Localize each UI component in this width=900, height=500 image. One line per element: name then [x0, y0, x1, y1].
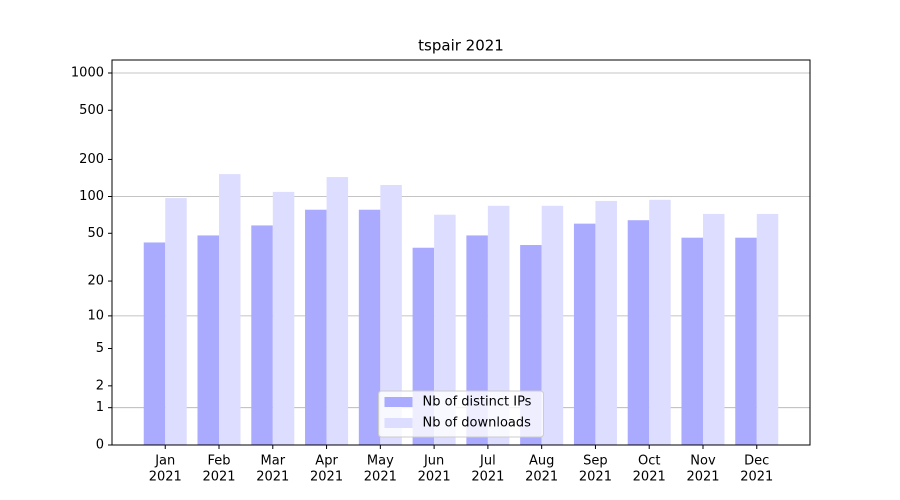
bar — [434, 214, 456, 445]
bar — [541, 205, 564, 445]
bar — [735, 237, 757, 445]
y-tick-label: 200 — [79, 152, 104, 167]
bar — [756, 213, 779, 445]
bar — [702, 213, 725, 445]
legend-box — [378, 390, 544, 438]
x-tick-label: Mar — [261, 454, 286, 469]
x-tick-label: Jan — [154, 454, 175, 469]
chart-title: tspair 2021 — [418, 37, 504, 55]
bar — [595, 200, 617, 445]
bar — [197, 235, 220, 445]
legend-label: Nb of downloads — [423, 416, 532, 431]
x-tick-label: Jul — [479, 454, 496, 469]
bar — [305, 209, 327, 445]
bar — [219, 174, 241, 445]
x-tick-label: 2021 — [202, 470, 235, 485]
x-tick-label: 2021 — [471, 470, 504, 485]
bar — [627, 220, 650, 445]
bar — [143, 242, 166, 445]
y-tick-label: 5 — [96, 341, 104, 356]
x-tick-label: Aug — [529, 454, 554, 469]
bar — [487, 205, 510, 445]
x-tick-label: Dec — [744, 454, 769, 469]
y-tick-label: 1 — [96, 400, 104, 415]
x-tick-label: May — [367, 454, 394, 469]
x-tick-label: 2021 — [310, 470, 343, 485]
x-tick-label: 2021 — [525, 470, 558, 485]
bar — [681, 237, 703, 445]
y-tick-label: 500 — [79, 103, 104, 118]
x-tick-label: 2021 — [149, 470, 182, 485]
y-tick-label: 100 — [79, 189, 104, 204]
x-tick-label: Oct — [638, 454, 660, 469]
bar — [165, 198, 187, 445]
bar — [251, 225, 273, 445]
x-tick-label: 2021 — [740, 470, 773, 485]
bar — [326, 177, 349, 445]
y-tick-label: 20 — [87, 274, 104, 289]
x-tick-label: 2021 — [418, 470, 451, 485]
legend-label: Nb of distinct IPs — [423, 395, 532, 410]
y-tick-label: 2 — [96, 378, 104, 393]
y-tick-label: 10 — [87, 308, 104, 323]
bar — [272, 191, 295, 445]
legend-swatch — [384, 397, 413, 407]
bar — [358, 209, 381, 445]
x-tick-label: Apr — [315, 454, 338, 469]
y-tick-label: 50 — [87, 226, 104, 241]
x-tick-label: 2021 — [633, 470, 666, 485]
bar — [380, 185, 402, 445]
axes-frame — [111, 59, 811, 446]
y-tick-label: 1000 — [71, 65, 104, 80]
x-tick-label: Jun — [423, 454, 444, 469]
y-tick-label: 0 — [96, 438, 104, 453]
x-tick-label: 2021 — [364, 470, 397, 485]
bar — [649, 199, 671, 445]
x-tick-label: 2021 — [256, 470, 289, 485]
bar — [573, 223, 596, 445]
x-tick-label: 2021 — [686, 470, 719, 485]
legend-swatch — [384, 418, 413, 428]
x-tick-label: Feb — [207, 454, 230, 469]
x-tick-label: Sep — [583, 454, 608, 469]
x-tick-label: Nov — [690, 454, 716, 469]
x-tick-label: 2021 — [579, 470, 612, 485]
